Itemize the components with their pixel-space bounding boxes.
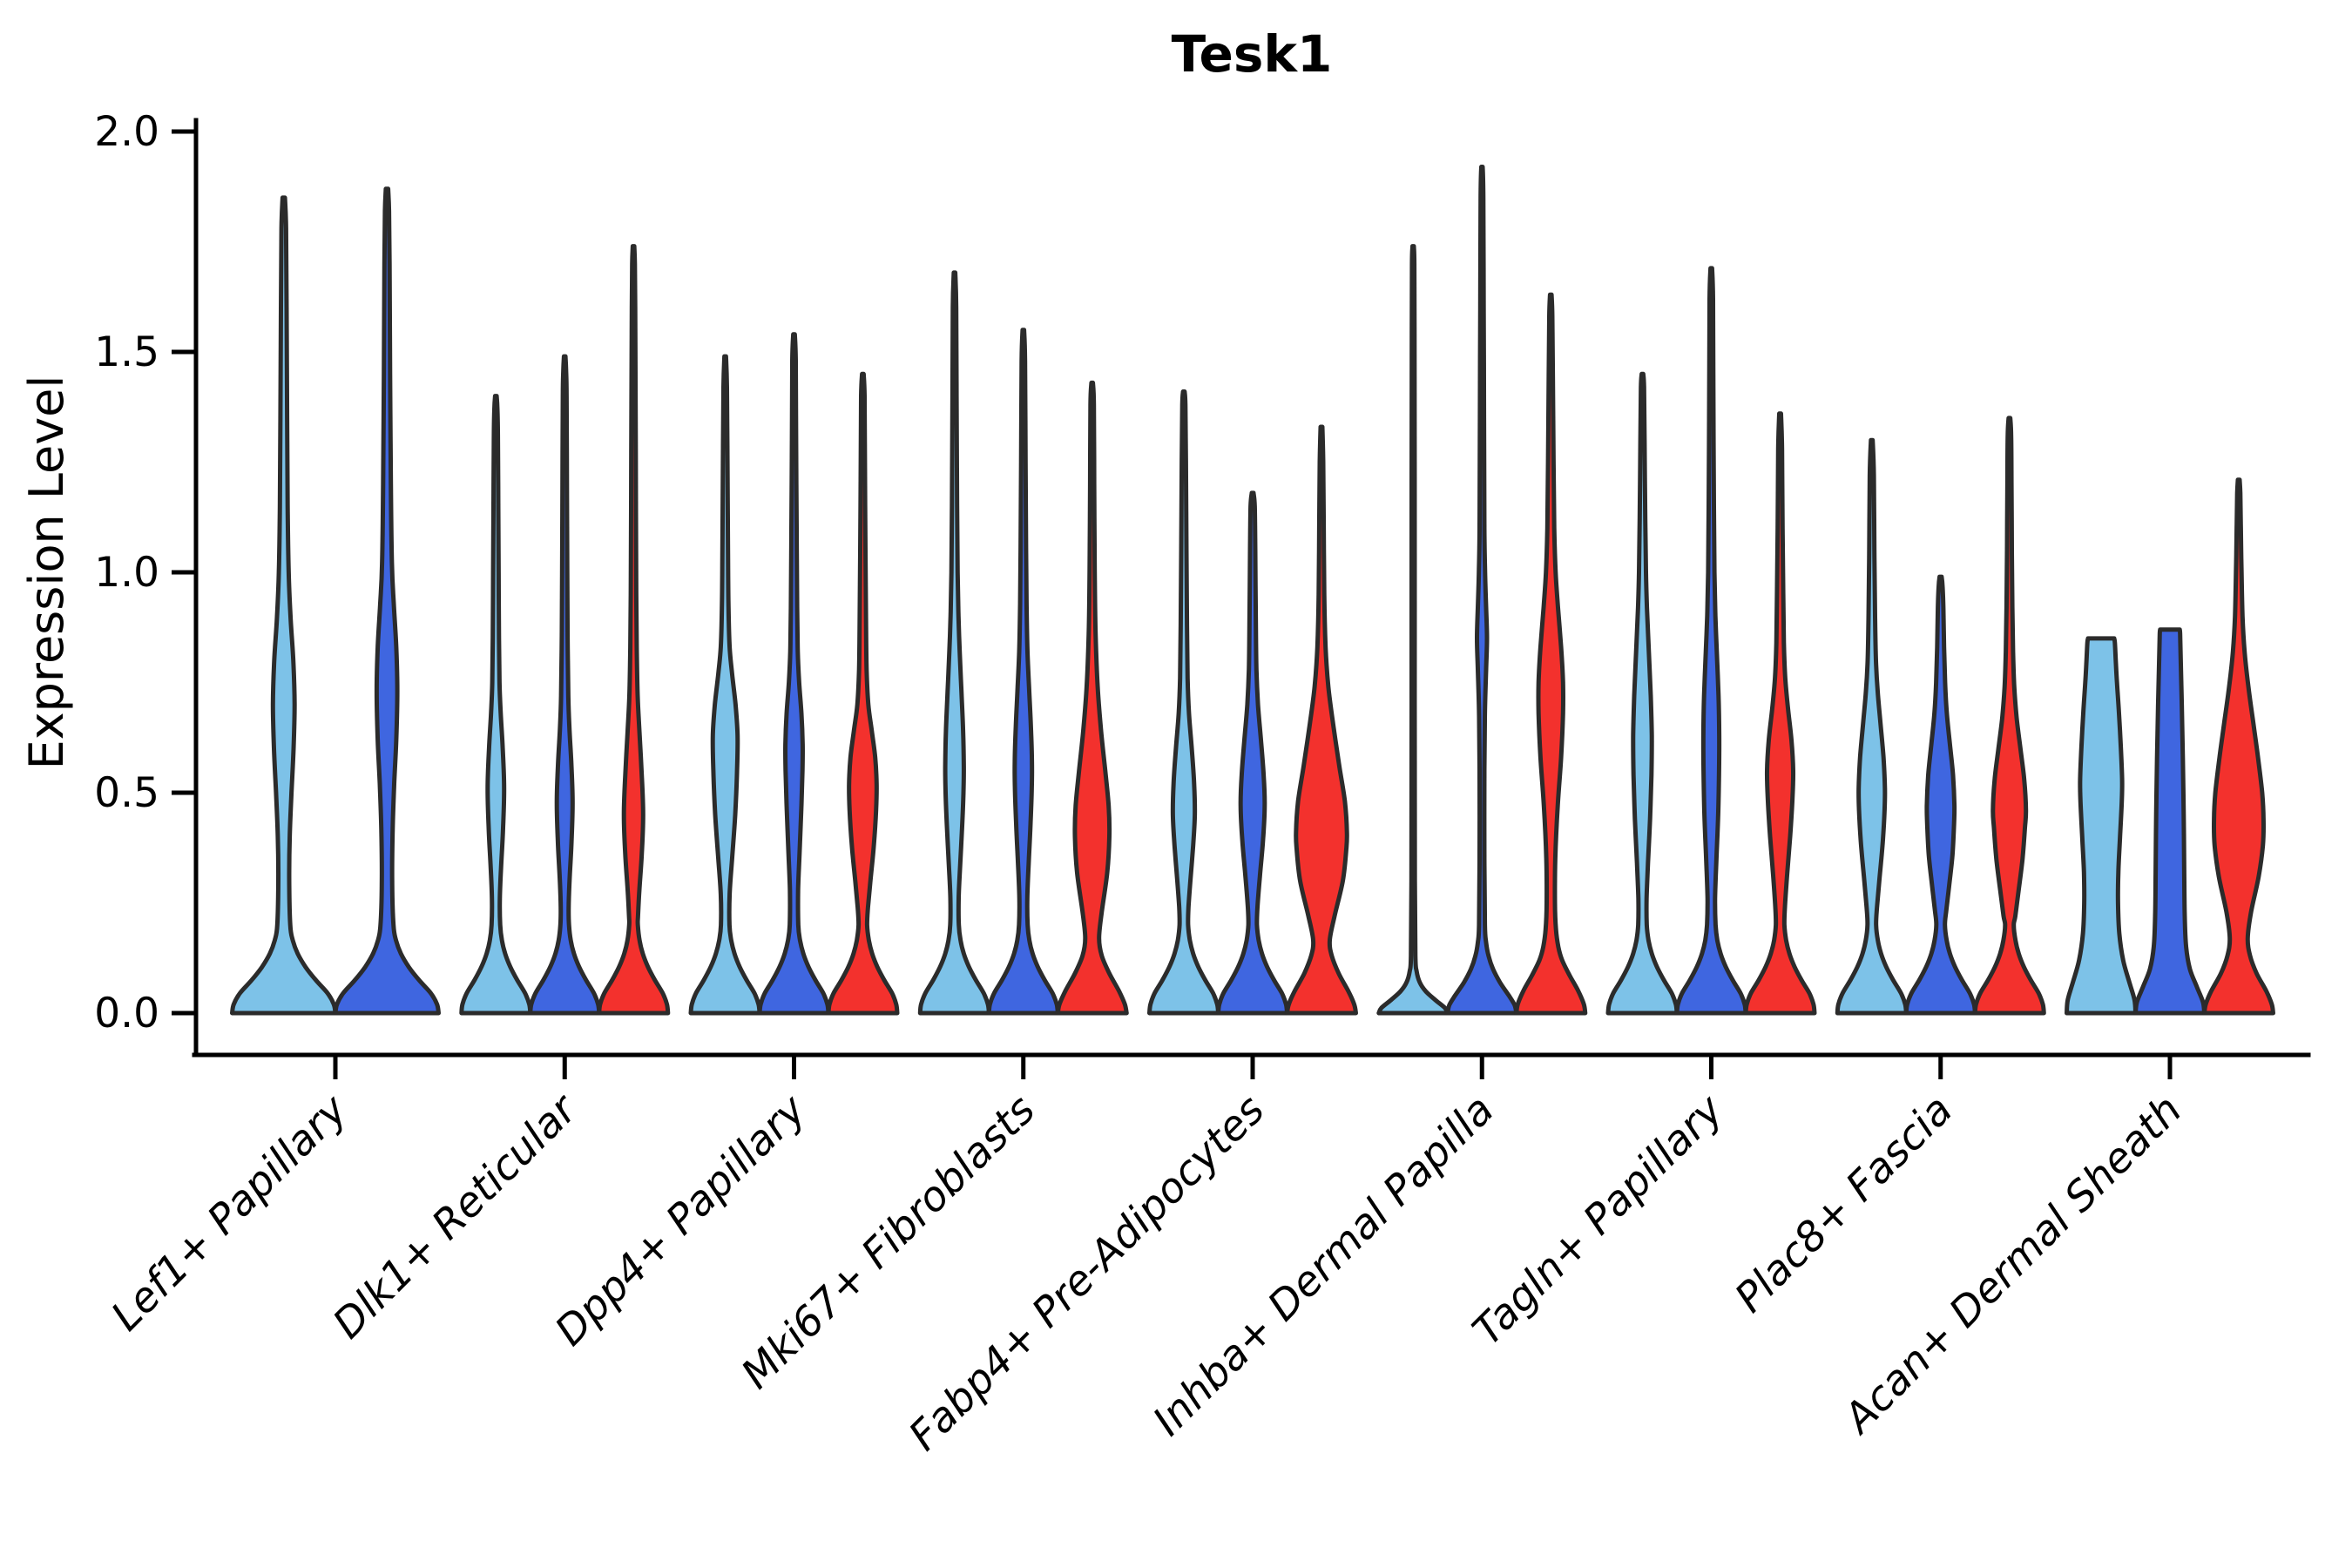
violin-red-fabp4-pre-adipocytes xyxy=(1285,424,1358,1016)
y-tick-label: 0.0 xyxy=(94,990,159,1037)
violin-royal-blue-lef1-papillary xyxy=(333,186,441,1016)
violin-red-acan-dermal-sheath xyxy=(2202,477,2275,1016)
violin-light-blue-mki67-fibroblasts xyxy=(917,270,991,1016)
violin-light-blue-dlk1-reticular xyxy=(459,394,533,1016)
violin-light-blue-fabp4-pre-adipocytes xyxy=(1147,389,1220,1016)
violin-light-blue-acan-dermal-sheath xyxy=(2065,636,2138,1016)
violin-royal-blue-plac8-fascia xyxy=(1903,574,1977,1016)
violin-royal-blue-dlk1-reticular xyxy=(528,354,602,1016)
violin-red-dpp4-papillary xyxy=(826,371,900,1016)
violins-layer xyxy=(230,165,2275,1016)
violin-light-blue-inhba-dermal-papilla xyxy=(1376,244,1450,1016)
violin-red-tagln-papillary xyxy=(1743,411,1817,1016)
violin-red-plac8-fascia xyxy=(1972,416,2046,1016)
violin-red-inhba-dermal-papilla xyxy=(1514,292,1588,1016)
chart-title: Tesk1 xyxy=(1172,24,1333,84)
y-tick-label: 1.5 xyxy=(94,328,159,376)
violin-light-blue-plac8-fascia xyxy=(1835,437,1909,1016)
violin-royal-blue-acan-dermal-sheath xyxy=(2133,627,2207,1016)
violin-royal-blue-dpp4-papillary xyxy=(757,332,831,1016)
y-tick-label: 1.0 xyxy=(94,549,159,597)
violin-light-blue-tagln-papillary xyxy=(1605,371,1680,1016)
y-tick-label: 2.0 xyxy=(94,108,159,156)
violin-royal-blue-mki67-fibroblasts xyxy=(986,328,1060,1016)
violin-red-mki67-fibroblasts xyxy=(1055,380,1129,1016)
y-tick-label: 0.5 xyxy=(94,769,159,817)
violin-red-dlk1-reticular xyxy=(597,244,671,1016)
violin-royal-blue-tagln-papillary xyxy=(1674,266,1748,1016)
y-axis-label: Expression Level xyxy=(19,375,74,770)
violin-royal-blue-fabp4-pre-adipocytes xyxy=(1216,490,1289,1016)
violin-light-blue-lef1-papillary xyxy=(230,195,338,1016)
violin-royal-blue-inhba-dermal-papilla xyxy=(1445,165,1519,1016)
violin-light-blue-dpp4-papillary xyxy=(688,354,762,1016)
